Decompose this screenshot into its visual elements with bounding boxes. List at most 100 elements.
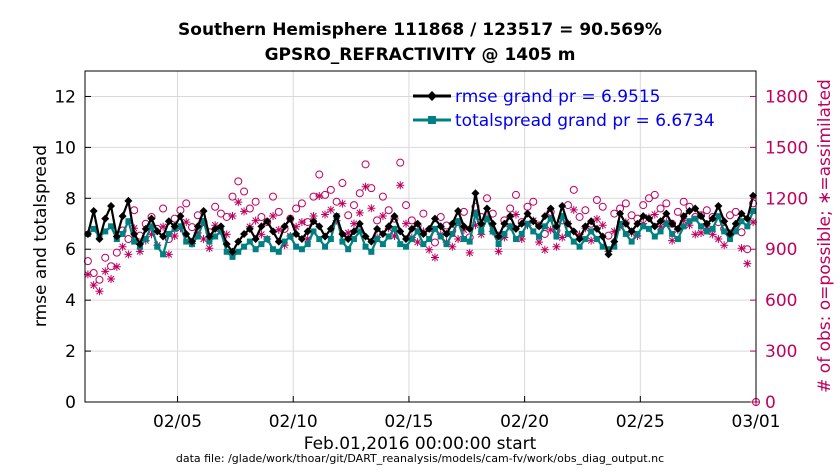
totalspread-point xyxy=(628,238,635,245)
obs-assimilated-marker xyxy=(413,238,422,247)
totalspread-point xyxy=(593,236,600,243)
obs-assimilated-marker xyxy=(257,230,266,239)
obs-possible-marker xyxy=(367,184,376,193)
obs-assimilated-marker xyxy=(147,230,156,239)
totalspread-point xyxy=(194,233,201,240)
obs-possible-marker xyxy=(459,207,468,216)
plot-frame xyxy=(84,70,757,403)
rmse-point xyxy=(633,219,642,228)
rmse-point xyxy=(685,207,694,216)
obs-possible-marker xyxy=(673,207,682,216)
y2-tick-label: 1200 xyxy=(765,189,808,209)
totalspread-point xyxy=(183,238,190,245)
rmse-point xyxy=(135,240,144,249)
x-tick-label: 02/05 xyxy=(153,412,202,432)
obs-assimilated-marker xyxy=(164,250,173,259)
y2-tick-label: 1800 xyxy=(765,87,808,107)
obs-assimilated-marker xyxy=(170,231,179,240)
obs-possible-marker xyxy=(112,248,121,257)
obs-assimilated-marker xyxy=(378,211,387,220)
totalspread-point xyxy=(316,236,323,243)
obs-possible-marker xyxy=(361,160,370,169)
totalspread-point xyxy=(478,228,485,235)
totalspread-point xyxy=(403,243,410,250)
obs-assimilated-marker xyxy=(546,225,555,234)
x-tick-label: 02/10 xyxy=(269,412,318,432)
obs-possible-marker xyxy=(662,199,671,208)
rmse-point xyxy=(616,209,625,218)
totalspread-point xyxy=(154,243,161,250)
totalspread-point xyxy=(212,233,219,240)
totalspread-point xyxy=(379,241,386,248)
rmse-point xyxy=(384,222,393,231)
totalspread-point xyxy=(605,246,612,253)
obs-assimilated-marker xyxy=(402,219,411,228)
obs-possible-marker xyxy=(309,192,318,201)
rmse-point xyxy=(535,222,544,231)
rmse-point xyxy=(176,212,185,221)
rmse-point xyxy=(465,224,474,233)
rmse-point xyxy=(240,229,249,238)
obs-possible-marker xyxy=(251,197,260,206)
y-axis-label: rmse and totalspread xyxy=(31,145,51,327)
totalspread-point xyxy=(512,236,519,243)
rmse-point xyxy=(610,237,619,246)
rmse-point xyxy=(662,209,671,218)
totalspread-point xyxy=(721,228,728,235)
rmse-point xyxy=(679,212,688,221)
totalspread-point xyxy=(362,243,369,250)
rmse-point xyxy=(702,219,711,228)
obs-assimilated-marker xyxy=(691,230,700,239)
obs-possible-marker xyxy=(569,185,578,194)
totalspread-point xyxy=(698,223,705,230)
totalspread-point xyxy=(460,236,467,243)
obs-possible-marker xyxy=(702,206,711,215)
rmse-point xyxy=(118,212,127,221)
rmse-point xyxy=(326,224,335,233)
obs-possible-marker xyxy=(396,158,405,167)
obs-assimilated-marker xyxy=(535,238,544,247)
totalspread-point xyxy=(536,233,543,240)
axis-ticks: 0 2 4 6 8 10 12 0 300 600 900 1200 1500 1800 02/05 02/1… xyxy=(54,87,808,432)
rmse-point xyxy=(494,232,503,241)
rmse-point xyxy=(708,214,717,223)
obs-assimilated-marker xyxy=(598,221,607,230)
obs-assimilated-marker xyxy=(101,267,110,276)
obs-possible-marker xyxy=(604,231,613,240)
totalspread-point xyxy=(322,243,329,250)
totalspread-point xyxy=(345,246,352,253)
totalspread-point xyxy=(241,243,248,250)
totalspread-point xyxy=(206,238,213,245)
obs-assimilated-marker xyxy=(222,230,231,239)
totalspread-point xyxy=(275,248,282,255)
obs-assimilated-marker xyxy=(552,242,561,251)
rmse-point xyxy=(564,219,573,228)
rmse-point xyxy=(83,229,92,238)
x-tick-label: 02/15 xyxy=(384,412,433,432)
rmse-point xyxy=(95,235,104,244)
totalspread-point xyxy=(252,246,259,253)
obs-assimilated-marker xyxy=(280,241,289,250)
obs-assimilated-marker xyxy=(679,216,688,225)
rmse-point xyxy=(581,222,590,231)
rmse-point xyxy=(228,247,237,256)
rmse-point xyxy=(112,232,121,241)
rmse-point xyxy=(546,204,555,213)
obs-assimilated-marker xyxy=(95,287,104,296)
totalspread-point xyxy=(165,230,172,237)
totalspread-point xyxy=(657,228,664,235)
y2-axis-label: # of obs: o=possible; ∗=assimilated xyxy=(815,79,835,393)
obs-assimilated-marker xyxy=(199,235,208,244)
legend-rmse-label: rmse grand pr = 6.9515 xyxy=(455,87,660,107)
obs-possible-marker xyxy=(315,170,324,179)
rmse-point xyxy=(378,229,387,238)
totalspread-point xyxy=(426,236,433,243)
rmse-point xyxy=(529,217,538,226)
rmse-point xyxy=(592,224,601,233)
rmse-point xyxy=(211,224,220,233)
obs-assimilated-marker xyxy=(697,228,706,237)
y-tick-label: 8 xyxy=(65,189,76,209)
obs-assimilated-marker xyxy=(685,221,694,230)
obs-possible-marker xyxy=(292,204,301,213)
rmse-point xyxy=(245,224,254,233)
